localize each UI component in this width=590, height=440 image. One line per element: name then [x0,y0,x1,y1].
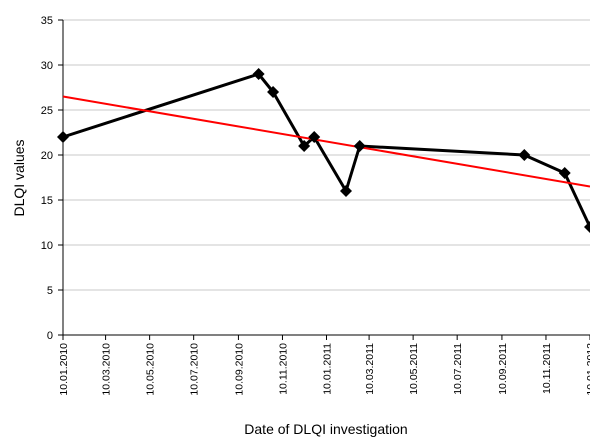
data-point-marker [353,140,366,152]
x-tick-label: 10.01.2012 [585,343,590,396]
x-tick-label: 10.05.2011 [408,343,420,395]
data-point-marker [252,68,265,80]
x-tick-label: 10.07.2010 [189,343,201,396]
x-tick-label: 10.09.2011 [497,343,509,395]
x-tick-label: 10.03.2011 [364,343,376,395]
y-tick-label: 25 [41,105,53,117]
series [62,72,590,228]
data-point-marker [584,221,590,233]
y-axis-title: DLQI values [11,139,27,216]
y-tick-label: 30 [41,60,53,72]
y-tick-label: 0 [47,330,53,342]
data-point-marker [57,131,69,143]
x-tick-label: 10.07.2011 [452,343,464,395]
trendline [62,95,590,188]
axes [58,19,590,340]
series-line [62,72,590,228]
x-axis-title: Date of DLQI investigation [244,421,407,437]
data-point-marker [518,149,531,161]
x-tick-label: 10.09.2010 [233,343,245,396]
data-point-marker [558,167,571,179]
y-tick-label: 10 [41,240,53,252]
x-tick-label: 10.01.2010 [58,343,70,396]
y-tick-labels: 0 5 10 15 20 25 30 35 [41,15,53,342]
y-tick-label: 15 [41,195,53,207]
x-tick-labels: 10.01.2010 10.03.2010 10.05.2010 10.07.2010… [58,343,590,396]
x-tick-label: 10.11.2010 [277,343,289,395]
y-tick-label: 35 [41,15,53,27]
data-point-marker [339,185,352,197]
x-tick-label: 10.03.2010 [101,343,113,396]
trendline-layer [62,95,590,188]
y-tick-label: 20 [41,150,53,162]
data-point-marker [267,86,280,98]
x-tick-label: 10.11.2011 [541,343,553,394]
x-tick-label: 10.01.2011 [322,343,334,395]
x-tick-label: 10.05.2010 [145,343,157,396]
data-point-marker [308,131,321,143]
data-point-marker [298,140,311,152]
markers [57,68,590,233]
y-tick-label: 5 [47,285,53,297]
